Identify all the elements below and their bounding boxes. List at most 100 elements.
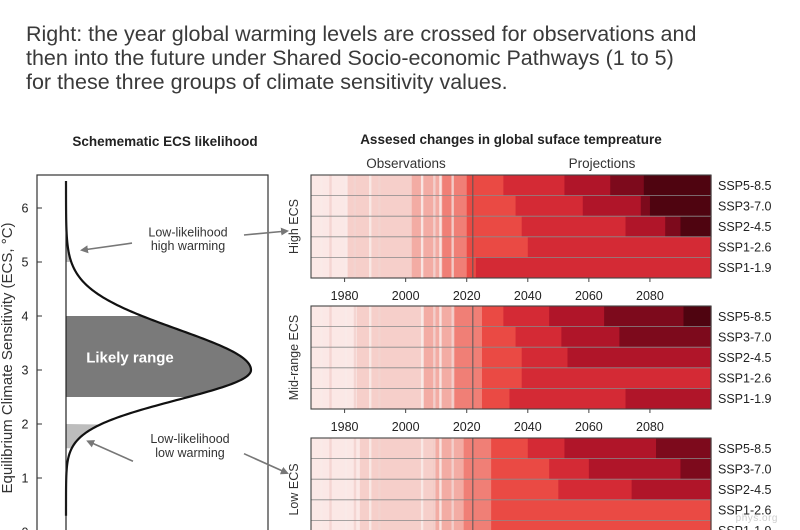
warming-cell bbox=[481, 326, 517, 348]
warming-cell bbox=[521, 216, 627, 238]
warming-cell bbox=[311, 479, 361, 501]
warming-cell bbox=[311, 326, 358, 348]
warming-cell bbox=[564, 175, 611, 196]
ecs-ytick-label: 2 bbox=[22, 418, 29, 432]
ecs-group-label: High ECS bbox=[287, 199, 301, 254]
scenario-label: SSP5-8.5 bbox=[718, 310, 772, 324]
stripes-frame bbox=[310, 305, 712, 410]
warming-cell bbox=[515, 195, 584, 217]
warming-cell bbox=[491, 520, 712, 530]
warming-cell bbox=[311, 388, 358, 410]
warming-cell bbox=[649, 195, 712, 217]
observation-stripe bbox=[320, 438, 323, 530]
ecs-group-label: Low ECS bbox=[287, 463, 301, 515]
warming-cell bbox=[481, 347, 523, 369]
observation-stripe bbox=[420, 175, 424, 278]
warming-cell bbox=[619, 326, 712, 348]
warming-cell bbox=[558, 479, 633, 501]
ecs-panel-high: SSP5-8.5 SSP3-7.0 SSP2-4.5 SSP1-2.6 SSP1-1.9… bbox=[287, 174, 772, 303]
warming-cell bbox=[481, 306, 504, 327]
warming-cell bbox=[411, 195, 443, 217]
likely-range-band bbox=[66, 316, 251, 397]
observation-stripe bbox=[329, 306, 332, 409]
warming-cell bbox=[463, 520, 492, 530]
warming-cell bbox=[491, 479, 559, 501]
warming-cell bbox=[454, 326, 483, 348]
stripes-chart-title: Assesed changes in global suface temprea… bbox=[360, 132, 662, 147]
warming-cell bbox=[311, 347, 358, 369]
warming-cell bbox=[481, 388, 511, 410]
warming-cell bbox=[604, 306, 685, 327]
observation-stripe bbox=[369, 175, 372, 278]
warming-cell bbox=[643, 175, 712, 196]
warming-cell bbox=[527, 236, 712, 258]
ecs-group-label: Mid-range ECS bbox=[287, 315, 301, 400]
scenario-label: SSP2-4.5 bbox=[718, 483, 772, 497]
warming-cell bbox=[311, 499, 361, 521]
observations-header: Observations bbox=[366, 156, 446, 171]
warming-cell bbox=[466, 175, 504, 196]
ecs-ytick-label: 3 bbox=[22, 364, 29, 378]
warming-cell bbox=[433, 479, 465, 501]
observation-stripe bbox=[320, 175, 323, 278]
observation-stripe bbox=[439, 438, 442, 530]
ecs-panel-low: SSP5-8.5 SSP3-7.0 SSP2-4.5 SSP1-2.6 SSP1-1.9… bbox=[287, 437, 772, 530]
observation-stripe bbox=[420, 306, 424, 409]
warming-cell bbox=[481, 367, 523, 389]
ecs-ytick-label: 5 bbox=[22, 256, 29, 270]
warming-cell bbox=[442, 175, 468, 196]
ecs-panel-mid: SSP5-8.5 SSP3-7.0 SSP2-4.5 SSP1-2.6 SSP1-1.9… bbox=[287, 305, 772, 434]
observation-stripe bbox=[378, 306, 381, 409]
observation-stripe bbox=[344, 438, 347, 530]
warming-cell bbox=[463, 458, 492, 480]
intro-line: then into the future under Shared Socio-… bbox=[26, 46, 674, 70]
warming-cell bbox=[454, 347, 483, 369]
warming-cell bbox=[466, 236, 529, 258]
ecs-frame bbox=[36, 174, 269, 530]
ecs-likelihood-panel: Schemematic ECS likelihood 0 1 2 3 4 5 6 Equilib… bbox=[0, 134, 289, 530]
warming-cell bbox=[433, 438, 465, 459]
warming-cell bbox=[610, 175, 645, 196]
warming-cell bbox=[433, 499, 465, 521]
stripes-frame bbox=[310, 174, 712, 279]
xtick-label: 2080 bbox=[636, 289, 664, 303]
warming-cell bbox=[515, 326, 562, 348]
warming-cell bbox=[503, 306, 550, 327]
scenario-label: SSP3-7.0 bbox=[718, 330, 772, 344]
warming-cell bbox=[521, 347, 569, 369]
warming-cell bbox=[311, 438, 361, 459]
projections-header: Projections bbox=[569, 156, 636, 171]
warming-cell bbox=[433, 520, 465, 530]
observation-stripe bbox=[329, 438, 332, 530]
scenario-label: SSP1-1.9 bbox=[718, 261, 772, 275]
xtick-label: 2000 bbox=[392, 420, 420, 434]
scenario-label: SSP2-4.5 bbox=[718, 351, 772, 365]
warming-cell bbox=[411, 257, 443, 279]
warming-cell bbox=[463, 438, 492, 459]
warming-cell bbox=[411, 175, 443, 196]
intro-caption: Right: the year global warming levels ar… bbox=[26, 22, 786, 94]
warming-cell bbox=[564, 438, 657, 459]
warming-cell bbox=[491, 499, 712, 521]
warming-cell bbox=[491, 458, 550, 480]
scenario-label: SSP1-2.6 bbox=[718, 241, 772, 255]
observation-stripe bbox=[353, 438, 357, 530]
observation-stripe bbox=[433, 175, 436, 278]
observation-stripe bbox=[433, 438, 436, 530]
xtick-label: 2020 bbox=[453, 289, 481, 303]
watermark: phys.org bbox=[735, 513, 778, 524]
warming-cell bbox=[521, 367, 712, 389]
warming-cell bbox=[411, 216, 443, 238]
warming-cell bbox=[466, 257, 477, 279]
xtick-label: 1980 bbox=[331, 420, 359, 434]
ecs-ytick-label: 0 bbox=[22, 526, 29, 530]
likely-range-label: Likely range bbox=[86, 350, 174, 367]
warming-cell bbox=[356, 306, 425, 327]
warming-cell bbox=[561, 326, 620, 348]
warming-cell bbox=[442, 236, 468, 258]
warming-cell bbox=[527, 438, 566, 459]
observation-stripe bbox=[344, 175, 347, 278]
high-warming-arrow bbox=[80, 242, 133, 254]
low-warming-annotation: Low-likelihood bbox=[150, 432, 229, 446]
observation-stripe bbox=[420, 438, 424, 530]
